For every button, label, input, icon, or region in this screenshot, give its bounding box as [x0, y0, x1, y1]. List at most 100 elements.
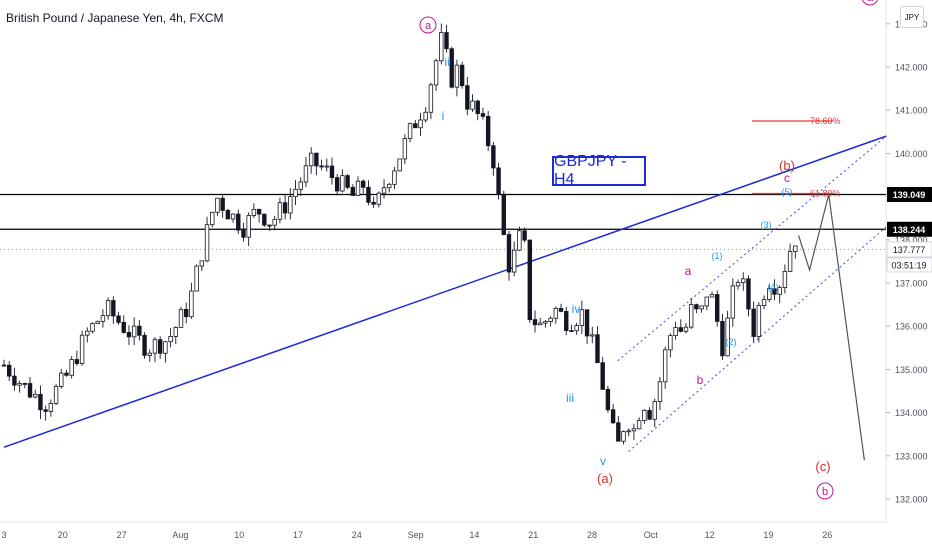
- candle-body: [564, 311, 569, 332]
- candle-body: [756, 305, 762, 337]
- candle-body: [459, 64, 465, 87]
- candle-body: [288, 196, 293, 214]
- candle-body: [74, 359, 80, 364]
- candle-body: [1, 364, 7, 367]
- y-tick-label: 137.000: [895, 279, 928, 289]
- candle-body: [184, 309, 189, 318]
- candle-body: [355, 180, 361, 196]
- candle-body: [610, 409, 616, 424]
- candle-body: [787, 251, 793, 272]
- candle-body: [376, 192, 382, 205]
- candle-body: [543, 321, 548, 324]
- candle-body: [772, 288, 777, 295]
- candle-body: [730, 285, 736, 319]
- candle-body: [366, 186, 371, 203]
- candle-body: [17, 383, 22, 386]
- y-tick-label: 141.000: [895, 106, 928, 116]
- candle-body: [220, 197, 225, 211]
- x-tick-label: 26: [822, 530, 832, 540]
- candle-body: [709, 294, 715, 298]
- candle-body: [605, 388, 611, 411]
- candle-body: [142, 334, 147, 356]
- candle-body: [126, 332, 132, 338]
- fib-label: 78.60%: [810, 116, 841, 126]
- candle-body: [652, 401, 657, 420]
- currency-badge[interactable]: JPY: [900, 6, 924, 28]
- channel-lower-line: [628, 226, 887, 452]
- candle-body: [590, 334, 595, 337]
- candle-body: [131, 325, 137, 338]
- candle-body: [751, 308, 756, 337]
- wave-roman-iii: iii: [566, 391, 574, 405]
- candle-body: [558, 308, 564, 312]
- candle-body: [595, 334, 600, 364]
- candle-body: [673, 327, 678, 336]
- x-tick-label: 21: [528, 530, 538, 540]
- candle-body: [241, 229, 246, 238]
- wave-num-3: (4): [768, 282, 779, 292]
- candle-body: [43, 409, 48, 412]
- candle-body: [782, 270, 788, 288]
- candle-body: [741, 278, 746, 283]
- chart-label: GBPJPY - H4: [552, 153, 646, 188]
- y-tick-label: 136.000: [895, 322, 928, 332]
- wave-major-b: b: [822, 486, 828, 498]
- candle-body: [199, 260, 205, 267]
- candle-body: [152, 339, 158, 354]
- wave-num-2: (3): [761, 220, 772, 230]
- candle-body: [600, 362, 605, 390]
- candle-body: [683, 326, 689, 332]
- candle-body: [662, 349, 668, 383]
- candle-body: [522, 230, 527, 241]
- candle-body: [793, 245, 798, 252]
- candle-body: [511, 249, 517, 273]
- wave-corrective-1: (b): [779, 158, 795, 173]
- candles: [1, 23, 798, 445]
- candle-body: [381, 187, 387, 194]
- candle-body: [527, 239, 533, 321]
- candle-body: [371, 201, 376, 205]
- countdown-label: 03:51:19: [891, 260, 926, 270]
- candle-body: [767, 288, 772, 300]
- candle-body: [428, 84, 434, 113]
- candle-body: [553, 308, 559, 319]
- candle-body: [407, 123, 413, 139]
- x-tick-label: 3: [1, 530, 6, 540]
- candle-body: [236, 213, 241, 231]
- wave-major-a-circle: [419, 16, 437, 34]
- candle-body: [59, 372, 64, 387]
- candle-body: [735, 282, 741, 287]
- candle-body: [761, 299, 767, 306]
- candle-body: [303, 165, 309, 183]
- candle-body: [418, 119, 423, 129]
- level-price-tag: [887, 186, 932, 202]
- candle-body: [485, 115, 491, 147]
- countdown-tag: [886, 257, 932, 273]
- candle-body: [475, 100, 480, 114]
- candle-body: [33, 393, 38, 398]
- candle-body: [350, 186, 356, 196]
- last-price-label: 137.777: [893, 245, 926, 255]
- candle-body: [267, 224, 272, 227]
- candle-body: [569, 330, 574, 333]
- candle-body: [324, 165, 329, 168]
- wave-major-a: a: [425, 20, 432, 32]
- x-tick-label: 20: [58, 530, 68, 540]
- candle-body: [100, 315, 106, 322]
- x-tick-label: 28: [587, 530, 597, 540]
- candle-body: [501, 194, 506, 235]
- y-tick-label: 138.000: [895, 235, 928, 245]
- x-tick-label: 14: [469, 530, 479, 540]
- candle-body: [746, 278, 751, 310]
- candle-body: [496, 167, 501, 195]
- candle-body: [423, 111, 428, 121]
- candle-body: [251, 208, 257, 216]
- candle-body: [480, 113, 486, 117]
- x-tick-label: Aug: [172, 530, 188, 540]
- x-tick-label: Oct: [644, 530, 659, 540]
- candle-body: [538, 322, 543, 326]
- candle-body: [298, 181, 303, 190]
- candle-body: [725, 317, 730, 357]
